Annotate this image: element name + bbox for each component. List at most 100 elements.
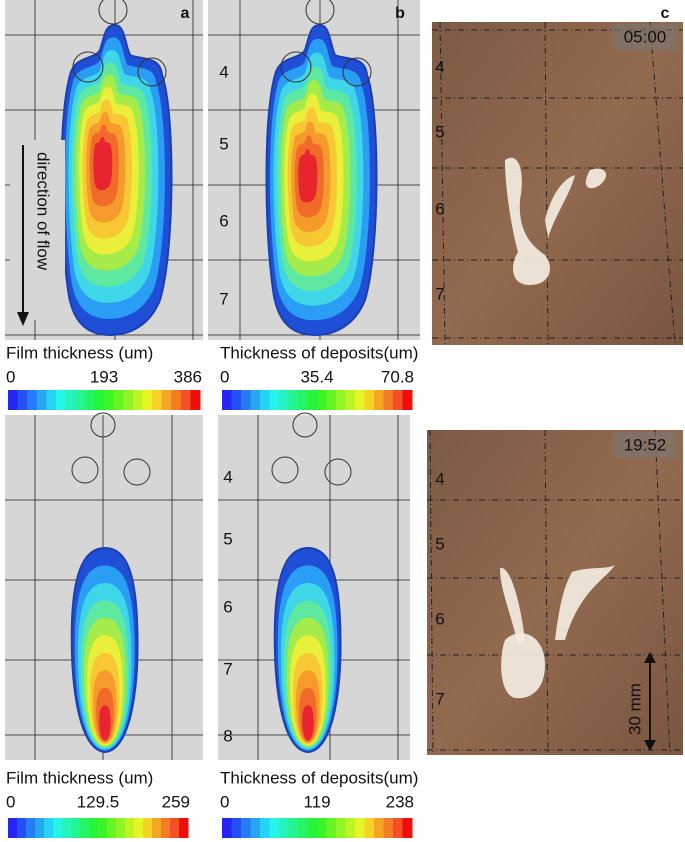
photo-grid xyxy=(439,21,446,346)
colorbar-step xyxy=(116,818,126,838)
photo-grid xyxy=(429,429,434,756)
row-label: 6 xyxy=(219,211,228,230)
colorbar-step xyxy=(56,390,67,410)
colorbar-step xyxy=(89,818,99,838)
colorbar-step xyxy=(355,818,365,838)
colorbar-step xyxy=(35,818,45,838)
row-label: 5 xyxy=(223,529,232,548)
colorbar-title: Film thickness (um) xyxy=(6,343,153,362)
colorbar-step xyxy=(98,818,108,838)
colorbar-step xyxy=(326,390,337,410)
colorbar-step xyxy=(374,390,384,410)
colorbar-step xyxy=(65,390,76,410)
colorbar-step xyxy=(46,390,57,410)
injection-hole xyxy=(271,456,299,484)
colorbar-tick: 35.4 xyxy=(300,367,333,386)
colorbar-step xyxy=(260,818,270,838)
colorbar-step xyxy=(298,818,308,838)
colorbar-step xyxy=(80,818,90,838)
contour-band xyxy=(99,705,111,741)
photo-grid xyxy=(544,21,549,346)
row-label: 4 xyxy=(223,467,232,486)
colorbar-step xyxy=(383,390,394,410)
colorbar-tick: 0 xyxy=(220,792,229,811)
colorbar-step xyxy=(104,390,115,410)
colorbar-step xyxy=(75,390,86,410)
colorbar-step xyxy=(231,390,242,410)
timestamp: 19:52 xyxy=(624,435,667,454)
colorbar-step xyxy=(53,818,63,838)
colorbar-tick: 259 xyxy=(162,792,190,811)
colorbar-step xyxy=(307,818,318,838)
colorbar-step xyxy=(307,390,318,410)
injection-hole xyxy=(342,57,372,87)
colorbar-step xyxy=(17,390,28,410)
injection-hole xyxy=(98,0,128,25)
colorbar-step xyxy=(317,390,327,410)
colorbar-step xyxy=(317,818,327,838)
contour-band xyxy=(302,705,314,741)
colorbar-step xyxy=(8,818,18,838)
colorbar-tick: 0 xyxy=(6,367,15,386)
contour-map xyxy=(265,23,378,337)
timestamp: 05:00 xyxy=(624,27,667,46)
row-label: 4 xyxy=(219,62,228,81)
panel-label: c xyxy=(661,5,670,22)
contour-map xyxy=(273,546,342,754)
colorbar-step xyxy=(345,818,356,838)
colorbar-step xyxy=(36,390,47,410)
colorbar-tick: 119 xyxy=(303,792,330,811)
row-label: 7 xyxy=(435,689,444,708)
colorbar-step xyxy=(336,390,346,410)
colorbar-step xyxy=(241,818,251,838)
colorbar-step xyxy=(27,390,38,410)
scale-label: 30 mm xyxy=(625,683,644,735)
colorbar-step xyxy=(393,390,403,410)
timestamp-bg xyxy=(613,24,677,50)
colorbar-step xyxy=(402,390,413,410)
scale-arrowheads xyxy=(644,652,656,751)
deposit xyxy=(585,168,607,189)
colorbar-step xyxy=(142,390,153,410)
colorbar-step xyxy=(17,818,27,838)
colorbar-step xyxy=(179,818,189,838)
colorbar-step xyxy=(279,818,289,838)
colorbar-step xyxy=(180,390,191,410)
contour-map xyxy=(60,23,173,337)
panel-label: a xyxy=(181,5,190,22)
photo-grid xyxy=(544,429,549,756)
colorbar-step xyxy=(260,390,270,410)
colorbar-step xyxy=(288,390,299,410)
injection-hole xyxy=(90,412,116,438)
colorbar-step xyxy=(279,390,289,410)
row-label: 5 xyxy=(435,122,444,141)
colorbar-step xyxy=(152,390,163,410)
colorbar-step xyxy=(393,818,403,838)
contour-band xyxy=(93,136,113,191)
injection-hole xyxy=(292,412,318,438)
photo xyxy=(427,430,683,755)
colorbar-step xyxy=(190,390,201,410)
colorbar-tick: 386 xyxy=(174,367,202,386)
colorbar-tick: 0 xyxy=(6,792,15,811)
row-label: 6 xyxy=(435,199,444,218)
contour-band xyxy=(298,149,318,203)
colorbar-step xyxy=(132,390,143,410)
row-label: 7 xyxy=(219,289,228,308)
photo-grid xyxy=(649,21,676,346)
colorbar-step xyxy=(44,818,54,838)
colorbar-step xyxy=(143,818,153,838)
colorbar-step xyxy=(250,390,261,410)
colorbar-title: Thickness of deposits(um) xyxy=(220,343,418,362)
colorbar-step xyxy=(222,818,232,838)
colorbar-step xyxy=(345,390,356,410)
flow-arrowhead xyxy=(17,312,29,326)
colorbar-tick: 129.5 xyxy=(77,792,120,811)
deposit xyxy=(505,157,550,285)
panel-label: b xyxy=(395,5,405,22)
colorbar-step xyxy=(62,818,72,838)
colorbar-tick: 0 xyxy=(220,367,229,386)
colorbar-step xyxy=(222,390,232,410)
colorbar-step xyxy=(26,818,36,838)
